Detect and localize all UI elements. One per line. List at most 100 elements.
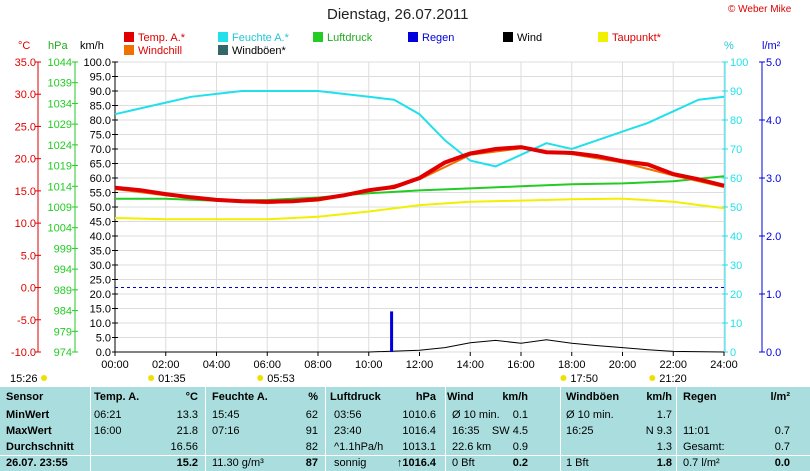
table-cell: 07:16: [212, 425, 240, 437]
weather-chart: 35.0 30.0 25.0 20.0 15.0 10.0 5.0 0.0 -5.0 -10.0 1…: [10, 40, 781, 385]
temp-axis-tick-label: -10.0: [11, 347, 36, 359]
table-cell: 16.56: [170, 441, 198, 453]
x-tick-label: 16:00: [507, 359, 535, 371]
kmh-axis-tick-label: 40.0: [90, 231, 111, 243]
temp-axis-tick-label: 0.0: [21, 283, 36, 295]
kmh-axis-tick-label: 70.0: [90, 144, 111, 156]
table-cell: 0.7: [774, 441, 790, 453]
kmh-axis-tick-label: 65.0: [90, 159, 111, 171]
x-tick-label: 24:00: [710, 359, 738, 371]
temp-unit: °C: [18, 40, 30, 52]
table-cell: 15.2: [176, 457, 198, 469]
rain-unit: l/m²: [762, 40, 781, 52]
table-cell: sonnig: [334, 457, 367, 469]
table-header: Luftdruck: [330, 391, 381, 403]
table-cell: 0.0: [774, 457, 790, 469]
kmh-unit: km/h: [80, 40, 104, 52]
legend-swatch: [218, 45, 228, 55]
table-cell: 11.30 g/m³: [212, 457, 264, 469]
pct-axis-tick-label: 50: [730, 202, 742, 214]
table-cell: N 9.3: [645, 425, 672, 437]
table-header: %: [308, 391, 318, 403]
moonrise-icon: [148, 375, 155, 381]
kmh-axis-tick-label: 95.0: [90, 72, 111, 84]
legend-label: Taupunkt*: [612, 32, 661, 44]
hpa-axis-tick-label: 1004: [48, 223, 72, 235]
legend-gusts: Windböen*: [218, 45, 286, 57]
table-cell: 62: [305, 409, 318, 421]
x-tick-label: 02:00: [152, 359, 180, 371]
moonset-icon: [560, 375, 567, 381]
table-cell: 1013.1: [402, 441, 436, 453]
table-cell: 87: [305, 457, 318, 469]
table-row-label: 26.07. 23:55: [6, 457, 68, 469]
legend-temp: Temp. A.*: [124, 32, 185, 44]
legend-swatch: [313, 32, 323, 42]
table-row-label: MinWert: [6, 409, 50, 421]
table-cell: ^1.1hPa/h: [334, 441, 384, 453]
x-tick-label: 06:00: [253, 359, 281, 371]
hpa-axis-tick-label: 1014: [48, 181, 72, 193]
moonrise-label: 01:35: [158, 373, 186, 385]
rain-axis-tick-label: 1.0: [766, 289, 781, 301]
hpa-axis-tick-label: 989: [54, 285, 72, 297]
hpa-axis-tick-label: 979: [54, 326, 72, 338]
x-tick-label: 22:00: [659, 359, 687, 371]
table-divider: [676, 387, 677, 471]
temp-axis-tick-label: 15.0: [15, 186, 36, 198]
pct-axis-tick-label: 20: [730, 289, 742, 301]
kmh-axis-tick-label: 55.0: [90, 188, 111, 200]
kmh-axis-tick-label: 45.0: [90, 217, 111, 229]
legend-swatch: [598, 32, 608, 42]
series-feuchtea: [114, 90, 725, 168]
table-cell: 11:01: [683, 425, 710, 437]
legend-label: Regen: [422, 32, 455, 44]
table-header: hPa: [415, 391, 436, 403]
kmh-axis-tick-label: 10.0: [90, 318, 111, 330]
hpa-unit: hPa: [48, 40, 68, 52]
sunset-icon: [649, 375, 656, 381]
kmh-axis-tick-label: 60.0: [90, 173, 111, 185]
rain-axis-tick-label: 4.0: [766, 115, 781, 127]
kmh-axis-tick-label: 90.0: [90, 86, 111, 98]
table-cell: SW 4.5: [491, 425, 528, 437]
table-cell: 16:00: [94, 425, 122, 437]
table-cell: 1016.4: [402, 425, 436, 437]
table-cell: 06:21: [94, 409, 122, 421]
copyright: © Weber Mike: [728, 4, 792, 15]
table-cell: 1010.6: [402, 409, 436, 421]
legend-rain: Regen: [408, 32, 454, 44]
table-header: Temp. A.: [94, 391, 140, 403]
pct-axis-tick-label: 30: [730, 260, 742, 272]
hpa-axis-tick-label: 1019: [48, 161, 72, 173]
table-cell: 23:40: [334, 425, 362, 437]
table-header: Wind: [447, 391, 474, 403]
rain-axis-tick-label: 2.0: [766, 231, 781, 243]
table-divider: [560, 387, 561, 471]
hpa-axis-tick-label: 1024: [48, 140, 72, 152]
x-tick-label: 20:00: [609, 359, 637, 371]
kmh-axis-tick-label: 15.0: [90, 304, 111, 316]
kmh-axis-tick-label: 85.0: [90, 101, 111, 113]
hpa-axis-tick-label: 984: [54, 306, 72, 318]
pct-axis-tick-label: 10: [730, 318, 742, 330]
pct-axis-tick-label: 0: [730, 347, 736, 359]
table-cell: 1.8: [656, 457, 672, 469]
kmh-axis-tick-label: 35.0: [90, 246, 111, 258]
table-cell: 16:35: [452, 425, 480, 437]
x-tick-label: 08:00: [304, 359, 332, 371]
table-cell: 16:25: [566, 425, 594, 437]
table-cell: ↑1016.4: [396, 457, 436, 469]
hpa-axis-tick-label: 999: [54, 243, 72, 255]
rain-bar: [390, 311, 394, 352]
kmh-axis-tick-label: 100.0: [83, 57, 111, 69]
kmh-axis-tick-label: 20.0: [90, 289, 111, 301]
table-cell: 22.6 km: [452, 441, 492, 453]
kmh-axis-tick-label: 30.0: [90, 260, 111, 272]
pct-axis-tick-label: 70: [730, 144, 742, 156]
stats-table: Sensor Temp. A. °C Feuchte A.% Luftdruck hPa W…: [0, 387, 810, 471]
table-cell: 21.8: [176, 425, 198, 437]
hpa-axis-tick-label: 1044: [48, 57, 72, 69]
hpa-axis-tick-label: 1034: [48, 98, 72, 110]
table-header: km/h: [646, 391, 672, 403]
